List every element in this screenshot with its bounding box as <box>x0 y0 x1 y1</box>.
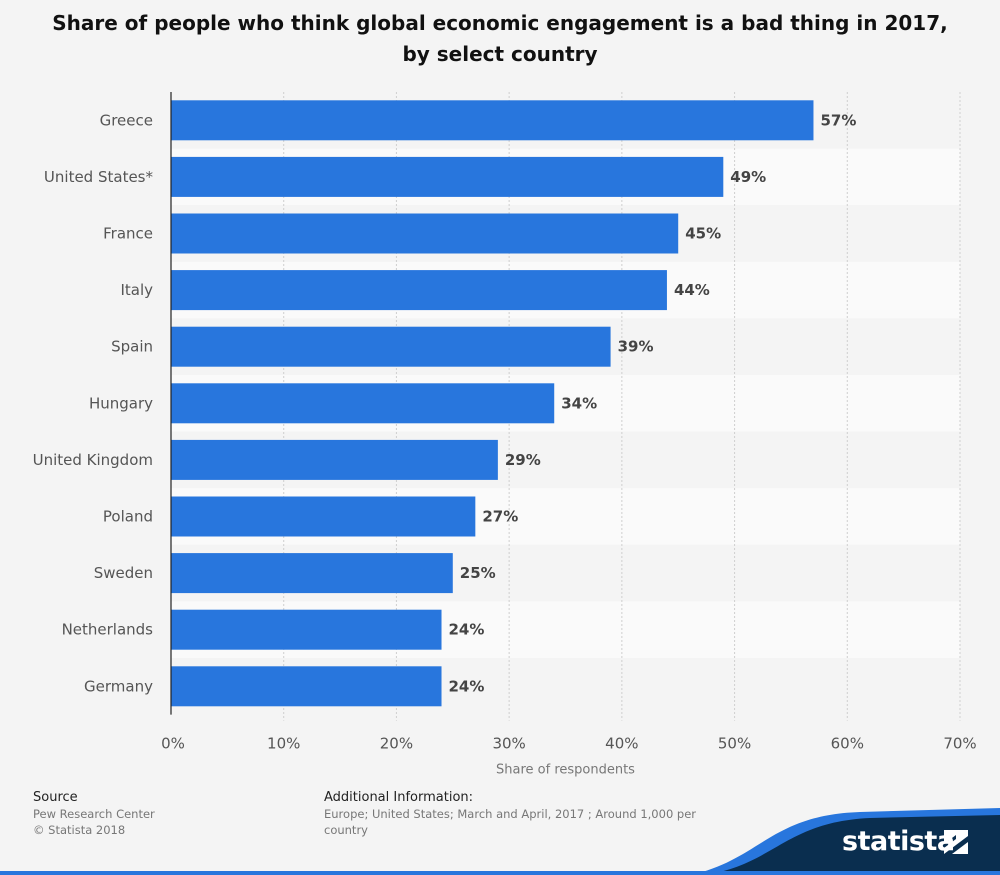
bar <box>171 100 814 141</box>
bar <box>171 609 442 650</box>
category-label: France <box>103 225 153 243</box>
value-label: 39% <box>618 338 654 356</box>
category-label: Germany <box>84 677 153 695</box>
x-tick-label: 10% <box>267 735 300 753</box>
chart-title-line-2: by select country <box>402 42 598 66</box>
source-text: Pew Research Center © Statista 2018 <box>33 806 155 838</box>
bar <box>171 156 724 197</box>
bar <box>171 383 555 424</box>
value-label: 24% <box>449 621 485 639</box>
category-label: Sweden <box>94 564 153 582</box>
additional-info-label: Additional Information: <box>324 790 474 805</box>
source-label: Source <box>33 790 78 805</box>
x-axis-title: Share of respondents <box>496 763 635 778</box>
source-line-2: © Statista 2018 <box>33 823 126 837</box>
value-label: 45% <box>685 225 721 243</box>
category-label: Poland <box>103 508 153 526</box>
bar <box>171 439 498 480</box>
category-label: United Kingdom <box>33 451 153 469</box>
value-label: 34% <box>561 394 597 412</box>
bar <box>171 270 667 311</box>
x-tick-label: 20% <box>380 735 413 753</box>
chart-title-line-1: Share of people who think global economi… <box>52 11 948 35</box>
bar <box>171 213 679 254</box>
bar <box>171 496 476 537</box>
x-tick-label: 70% <box>943 735 976 753</box>
category-label: Hungary <box>89 394 153 412</box>
value-label: 29% <box>505 451 541 469</box>
x-tick-label: 0% <box>161 735 185 753</box>
statista-logo: statista <box>842 826 955 857</box>
value-label: 49% <box>730 168 766 186</box>
bar <box>171 326 611 367</box>
value-label: 57% <box>820 111 856 129</box>
additional-info-text: Europe; United States; March and April, … <box>324 806 744 838</box>
bar <box>171 666 442 707</box>
source-line-1: Pew Research Center <box>33 807 155 821</box>
value-label: 27% <box>482 508 518 526</box>
category-label: Greece <box>100 111 153 129</box>
category-label: Netherlands <box>62 621 154 639</box>
x-tick-label: 60% <box>831 735 864 753</box>
additional-info-line-1: Europe; United States; March and April, … <box>324 807 697 821</box>
value-label: 24% <box>449 677 485 695</box>
bar-chart: Greece 57% United States* 49% France 45% Italy… <box>33 92 977 778</box>
category-label: Italy <box>120 281 153 299</box>
x-tick-label: 50% <box>718 735 751 753</box>
category-label: United States* <box>44 168 154 186</box>
x-tick-label: 30% <box>492 735 525 753</box>
value-label: 44% <box>674 281 710 299</box>
additional-info-line-2: country <box>324 823 368 837</box>
x-tick-label: 40% <box>605 735 638 753</box>
value-label: 25% <box>460 564 496 582</box>
chart-title: Share of people who think global economi… <box>0 8 1000 70</box>
bar <box>171 553 453 594</box>
category-label: Spain <box>111 338 153 356</box>
